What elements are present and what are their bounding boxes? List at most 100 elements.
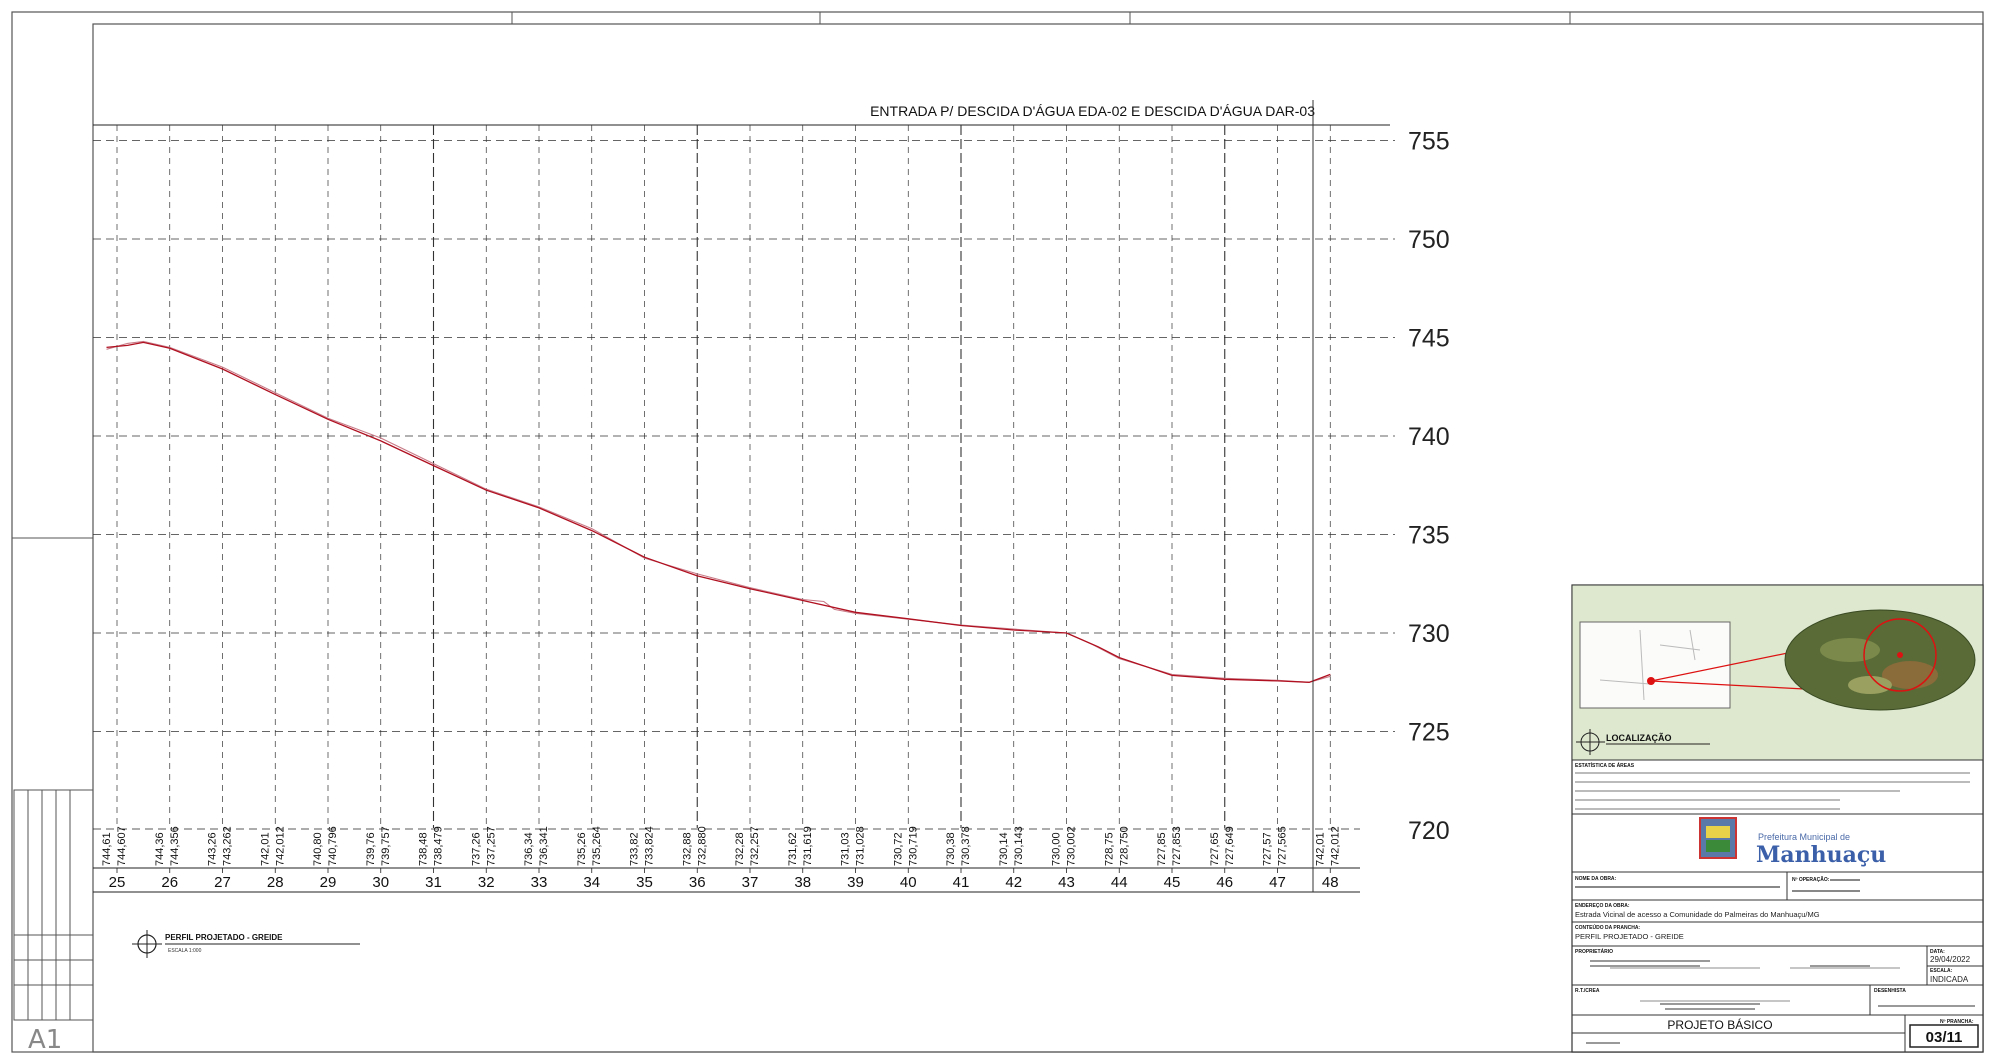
profile-title: ENTRADA P/ DESCIDA D'ÁGUA EDA-02 E DESCI… <box>870 103 1315 119</box>
terrain-elevation-label: 742,01 <box>259 832 271 866</box>
station-label: 34 <box>583 874 600 891</box>
terrain-elevation-label: 731,03 <box>840 832 852 866</box>
terrain-line <box>107 341 1331 682</box>
grade-elevation-label: 732,257 <box>749 826 761 866</box>
grade-elevation-label: 728,750 <box>1118 826 1130 866</box>
content-label: CONTEÚDO DA PRANCHA: <box>1575 924 1640 931</box>
terrain-elevation-label: 730,14 <box>998 832 1010 866</box>
date-value: 29/04/2022 <box>1930 955 1971 964</box>
grade-elevation-label: 744,356 <box>169 826 181 866</box>
title-block: LOCALIZAÇÃO ESTATÍSTICA DE ÁREAS Prefeit… <box>1572 585 1983 1052</box>
grade-elevation-label: 727,565 <box>1277 826 1289 866</box>
y-tick-label: 745 <box>1408 325 1450 353</box>
stats-heading: ESTATÍSTICA DE ÁREAS <box>1575 761 1635 769</box>
grade-elevation-label: 739,757 <box>380 826 392 866</box>
station-label: 43 <box>1058 874 1075 891</box>
location-heading: LOCALIZAÇÃO <box>1606 733 1672 743</box>
station-label: 48 <box>1322 874 1339 891</box>
station-label: 25 <box>109 874 126 891</box>
terrain-elevation-label: 744,61 <box>101 832 113 866</box>
station-label: 46 <box>1216 874 1233 891</box>
grade-line <box>107 342 1331 682</box>
station-label: 26 <box>161 874 178 891</box>
terrain-elevation-label: 732,28 <box>734 832 746 866</box>
station-label: 44 <box>1111 874 1128 891</box>
grade-elevation-label: 733,824 <box>644 826 656 866</box>
station-label: 41 <box>953 874 970 891</box>
scale-value: INDICADA <box>1930 975 1969 984</box>
station-label: 33 <box>531 874 548 891</box>
grade-elevation-label: 731,028 <box>855 826 867 866</box>
terrain-elevation-label: 737,26 <box>470 832 482 866</box>
station-label: 27 <box>214 874 231 891</box>
terrain-elevation-label: 738,48 <box>418 832 430 866</box>
logo-small-text: Prefeitura Municipal de <box>1758 832 1850 842</box>
grade-elevation-label: 736,341 <box>538 826 550 866</box>
station-label: 38 <box>794 874 811 891</box>
terrain-elevation-label: 727,85 <box>1156 832 1168 866</box>
station-label: 42 <box>1005 874 1022 891</box>
grade-elevation-label: 737,257 <box>485 826 497 866</box>
station-label: 31 <box>425 874 442 891</box>
sheet-number: 03/11 <box>1926 1029 1963 1046</box>
terrain-elevation-label: 732,88 <box>681 832 693 866</box>
address-label: ENDEREÇO DA OBRA: <box>1575 903 1630 909</box>
terrain-elevation-label: 739,76 <box>365 832 377 866</box>
map-inset <box>1580 622 1730 708</box>
grade-elevation-label: 738,479 <box>433 826 445 866</box>
terrain-elevation-label: 740,80 <box>312 832 324 866</box>
legend-scale: ESCALA 1:000 <box>168 948 202 954</box>
grade-elevation-label: 731,619 <box>802 826 814 866</box>
station-label: 35 <box>636 874 653 891</box>
sheet-size-label: A1 <box>28 1025 62 1055</box>
profile-chart: ENTRADA P/ DESCIDA D'ÁGUA EDA-02 E DESCI… <box>93 100 1450 892</box>
grade-elevation-label: 730,143 <box>1013 826 1025 866</box>
terrain-elevation-label: 730,72 <box>892 832 904 866</box>
station-label: 32 <box>478 874 495 891</box>
y-tick-label: 755 <box>1408 128 1450 156</box>
terrain-elevation-label: 730,38 <box>945 832 957 866</box>
grade-elevation-label: 735,264 <box>591 826 603 866</box>
grade-elevation-label: 727,853 <box>1171 826 1183 866</box>
terrain-elevation-label: 728,75 <box>1103 832 1115 866</box>
terrain-elevation-label: 744,36 <box>154 832 166 866</box>
grade-elevation-label: 732,880 <box>696 826 708 866</box>
content-value: PERFIL PROJETADO - GREIDE <box>1575 932 1684 941</box>
terrain-elevation-label: 727,65 <box>1209 832 1221 866</box>
grade-elevation-label: 740,796 <box>327 826 339 866</box>
y-tick-label: 735 <box>1408 522 1450 550</box>
terrain-elevation-label: 727,57 <box>1262 832 1274 866</box>
station-label: 36 <box>689 874 706 891</box>
y-tick-label: 750 <box>1408 226 1450 254</box>
station-label: 39 <box>847 874 864 891</box>
grade-elevation-label: 730,002 <box>1066 826 1078 866</box>
y-tick-label: 720 <box>1408 817 1450 845</box>
drawer-label: DESENHISTA <box>1874 988 1906 994</box>
terrain-elevation-label: 742,01 <box>1314 832 1326 866</box>
station-label: 29 <box>320 874 337 891</box>
station-label: 45 <box>1164 874 1181 891</box>
grade-elevation-label: 730,719 <box>907 826 919 866</box>
phase-value: PROJETO BÁSICO <box>1667 1017 1772 1032</box>
terrain-elevation-label: 736,34 <box>523 832 535 866</box>
grade-elevation-label: 744,607 <box>116 826 128 866</box>
terrain-elevation-label: 735,26 <box>576 832 588 866</box>
owner-label: PROPRIETÁRIO <box>1575 948 1613 955</box>
revision-table <box>14 790 93 1020</box>
station-label: 30 <box>372 874 389 891</box>
y-tick-label: 725 <box>1408 719 1450 747</box>
scale-label: ESCALA: <box>1930 968 1953 974</box>
address-value: Estrada Vicinal de acesso a Comunidade d… <box>1575 910 1820 919</box>
rt-label: R.T./CREA <box>1575 988 1600 994</box>
legend-title: PERFIL PROJETADO - GREIDE <box>165 933 283 942</box>
grade-elevation-label: 742,012 <box>274 826 286 866</box>
station-label: 47 <box>1269 874 1286 891</box>
grade-elevation-label: 730,378 <box>960 826 972 866</box>
profile-legend: PERFIL PROJETADO - GREIDE ESCALA 1:000 <box>132 930 360 958</box>
station-label: 37 <box>742 874 759 891</box>
terrain-elevation-label: 733,82 <box>629 832 641 866</box>
station-label: 28 <box>267 874 284 891</box>
y-tick-label: 730 <box>1408 620 1450 648</box>
logo-big-text: Manhuaçu <box>1756 842 1886 868</box>
